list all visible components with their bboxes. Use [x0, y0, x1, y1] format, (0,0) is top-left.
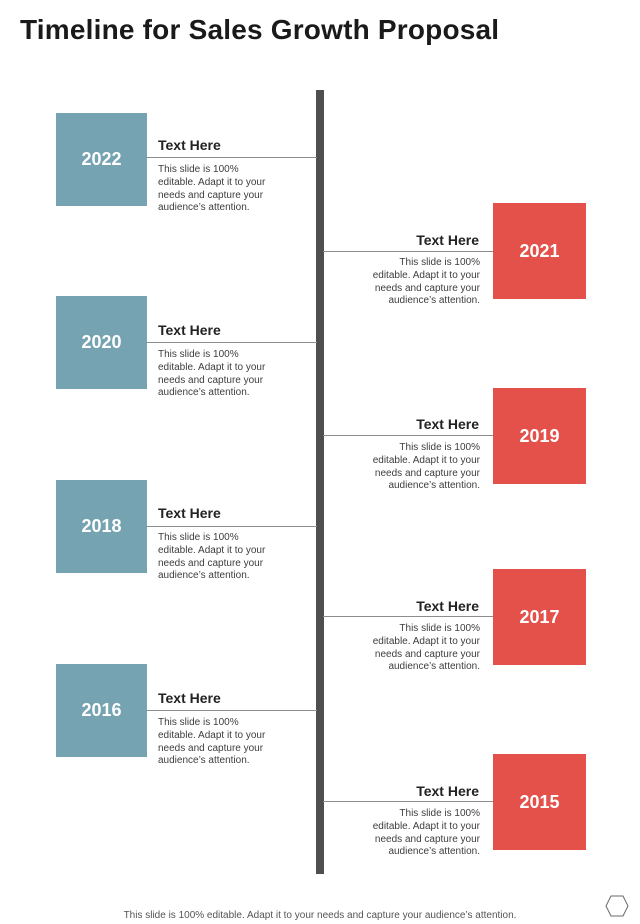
- year-box-2020: 2020: [56, 296, 147, 389]
- year-box-2017: 2017: [493, 569, 586, 665]
- description-line: This slide is 100%: [399, 623, 480, 634]
- description-line: audience’s attention.: [388, 661, 480, 673]
- description-line: needs and capture your: [374, 282, 480, 294]
- description-line: needs and capture your: [158, 374, 264, 386]
- entry-heading: Text Here: [158, 322, 221, 338]
- description-line: This slide is 100%: [399, 257, 480, 268]
- description-line: audience’s attention.: [158, 755, 250, 767]
- entry-description: This slide is 100% editable. Adapt it to…: [158, 717, 288, 768]
- description-line: This slide is 100%: [399, 442, 480, 453]
- description-line: This slide is 100%: [399, 808, 480, 819]
- hexagon-icon: [605, 895, 629, 917]
- description-line: This slide is 100%: [158, 717, 239, 728]
- description-line: This slide is 100%: [158, 532, 239, 543]
- description-line: audience’s attention.: [158, 570, 250, 582]
- connector-line: [323, 251, 493, 252]
- description-line: needs and capture your: [158, 742, 264, 754]
- footer-note: This slide is 100% editable. Adapt it to…: [123, 910, 517, 921]
- entry-heading: Text Here: [416, 783, 479, 799]
- description-line: audience’s attention.: [158, 387, 250, 399]
- connector-line: [147, 710, 317, 711]
- description-line: audience’s attention.: [388, 295, 480, 307]
- description-line: editable. Adapt it to your: [158, 176, 266, 188]
- year-box-2018: 2018: [56, 480, 147, 573]
- connector-line: [147, 157, 317, 158]
- entry-description: This slide is 100% editable. Adapt it to…: [346, 257, 480, 308]
- year-box-2021: 2021: [493, 203, 586, 299]
- description-line: This slide is 100%: [158, 349, 239, 360]
- entry-heading: Text Here: [416, 598, 479, 614]
- year-box-2022: 2022: [56, 113, 147, 206]
- description-line: needs and capture your: [158, 189, 264, 201]
- description-line: audience’s attention.: [388, 846, 480, 858]
- entry-heading: Text Here: [416, 232, 479, 248]
- description-line: needs and capture your: [374, 467, 480, 479]
- year-box-2016: 2016: [56, 664, 147, 757]
- description-line: audience’s attention.: [158, 202, 250, 214]
- description-line: editable. Adapt it to your: [372, 820, 480, 832]
- connector-line: [147, 342, 317, 343]
- entry-heading: Text Here: [158, 137, 221, 153]
- year-box-2015: 2015: [493, 754, 586, 850]
- timeline-bar: [316, 90, 324, 874]
- entry-heading: Text Here: [158, 690, 221, 706]
- description-line: audience’s attention.: [388, 480, 480, 492]
- entry-description: This slide is 100% editable. Adapt it to…: [158, 532, 288, 583]
- entry-description: This slide is 100% editable. Adapt it to…: [346, 442, 480, 493]
- connector-line: [323, 801, 493, 802]
- page-title: Timeline for Sales Growth Proposal: [20, 14, 500, 45]
- entry-heading: Text Here: [416, 416, 479, 432]
- entry-heading: Text Here: [158, 505, 221, 521]
- description-line: editable. Adapt it to your: [372, 269, 480, 281]
- description-line: editable. Adapt it to your: [372, 454, 480, 466]
- connector-line: [323, 616, 493, 617]
- description-line: editable. Adapt it to your: [372, 635, 480, 647]
- description-line: needs and capture your: [374, 648, 480, 660]
- connector-line: [147, 526, 317, 527]
- description-line: editable. Adapt it to your: [158, 544, 266, 556]
- entry-description: This slide is 100% editable. Adapt it to…: [346, 623, 480, 674]
- description-line: This slide is 100%: [158, 164, 239, 175]
- entry-description: This slide is 100% editable. Adapt it to…: [158, 349, 288, 400]
- connector-line: [323, 435, 493, 436]
- entry-description: This slide is 100% editable. Adapt it to…: [158, 164, 288, 215]
- description-line: editable. Adapt it to your: [158, 361, 266, 373]
- year-box-2019: 2019: [493, 388, 586, 484]
- description-line: needs and capture your: [158, 557, 264, 569]
- description-line: needs and capture your: [374, 833, 480, 845]
- entry-description: This slide is 100% editable. Adapt it to…: [346, 808, 480, 859]
- description-line: editable. Adapt it to your: [158, 729, 266, 741]
